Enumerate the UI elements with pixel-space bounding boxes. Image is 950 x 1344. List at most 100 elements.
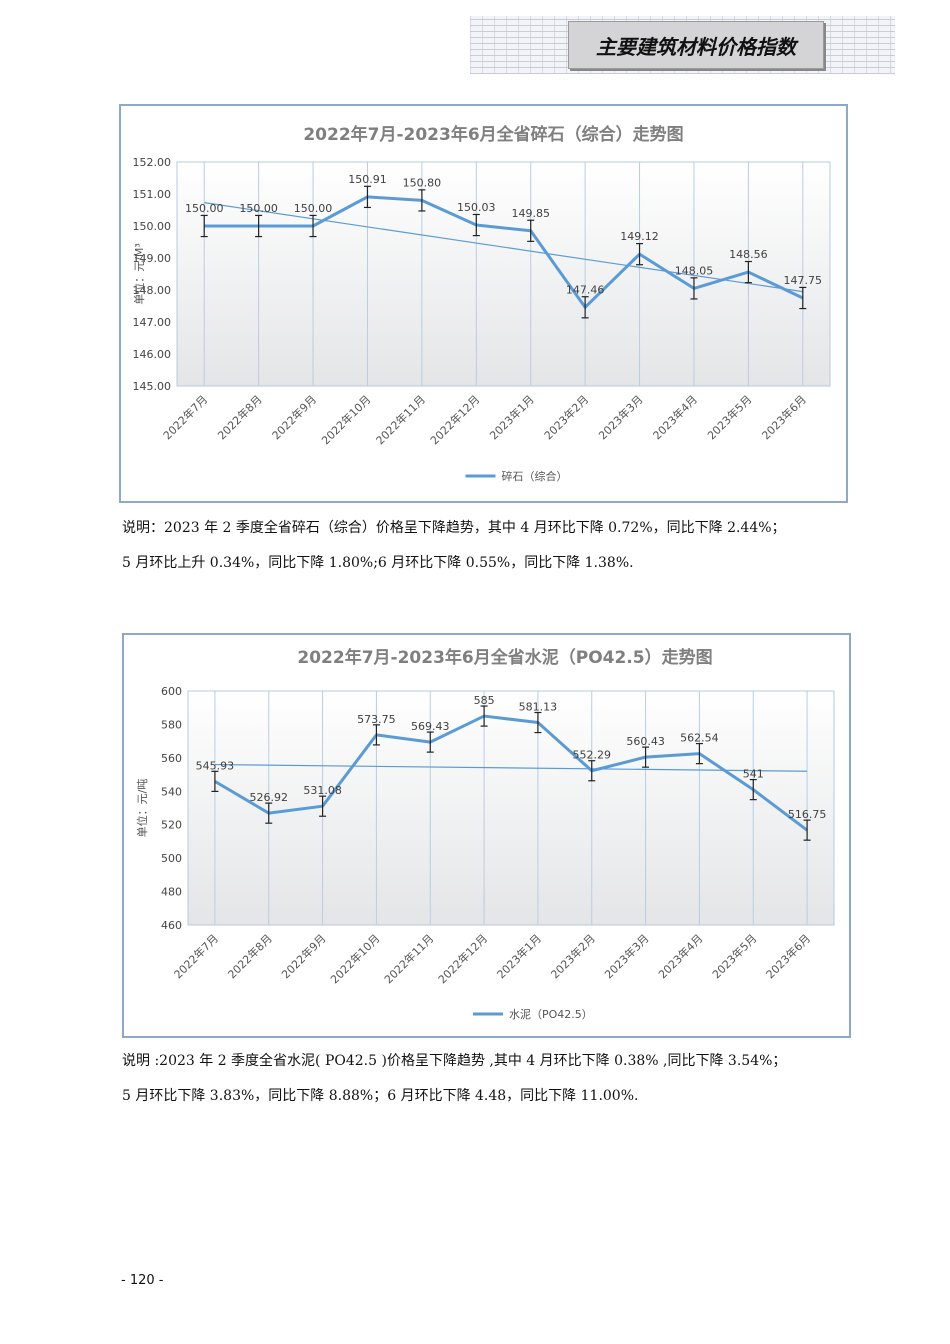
stone-x-tick-label: 2023年4月 [650,392,700,442]
cement-x-tick-label: 2022年8月 [225,931,275,981]
cement-data-label: 569.43 [411,720,450,733]
stone-x-tick-label: 2023年5月 [704,392,754,442]
cement-y-axis-label: 单位：元/吨 [135,779,149,838]
cement-error-bar [372,724,380,746]
stone-y-tick-label: 151.00 [133,188,172,201]
stone-series-line [204,195,804,309]
cement-x-tick-label: 2022年7月 [171,931,221,981]
cement-x-tick-label: 2022年12月 [435,931,490,986]
page-number: - 120 - [121,1273,164,1288]
stone-data-label: 150.80 [403,176,442,189]
cement-y-tick-label: 580 [161,718,182,731]
cement-legend-label: 水泥（PO42.5） [509,1008,593,1021]
stone-chart-title: 2022年7月-2023年6月全省碎石（综合）走势图 [303,124,683,145]
stone-error-bar [636,243,644,266]
cement-plot-area [187,690,835,926]
stone-error-bar [255,214,263,238]
cement-x-tick-label: 2023年4月 [655,931,705,981]
cement-error-bar [534,711,542,734]
cement-x-tick-label: 2023年2月 [548,931,598,981]
stone-x-tick-label: 2023年2月 [541,392,591,442]
stone-data-label: 150.03 [457,201,496,214]
cement-data-label: 516.75 [788,808,827,821]
cement-error-bar [426,731,434,753]
cement-y-tick-label: 520 [161,819,182,832]
stone-x-tick-label: 2022年11月 [373,392,428,447]
stone-error-bar [581,296,589,319]
cement-y-tick-label: 600 [161,685,182,698]
stone-error-bar [363,185,371,209]
cement-chart-title: 2022年7月-2023年6月全省水泥（PO42.5）走势图 [297,647,712,668]
note-cement-line2: 5 月环比下降 3.83%，同比下降 8.88%；6 月环比下降 4.48，同比… [122,1088,639,1104]
stone-y-tick-label: 149.00 [133,252,172,265]
stone-legend-label: 碎石（综合） [502,469,568,483]
cement-x-tick-label: 2023年3月 [602,931,652,981]
stone-y-tick-label: 152.00 [133,156,172,169]
stone-data-label: 149.85 [511,207,550,220]
cement-y-tick-label: 500 [161,852,182,865]
note-cement: 说明 :2023 年 2 季度全省水泥( PO42.5 )价格呈下降趋势 ,其中… [122,1044,862,1114]
stone-error-bar [744,260,752,284]
note-crushed-stone-line2: 5 月环比上升 0.34%，同比下降 1.80%;6 月环比下降 0.55%，同… [122,555,634,571]
cement-data-label: 545.93 [196,759,235,772]
stone-error-bar [472,213,480,237]
cement-y-tick-label: 540 [161,785,182,798]
cement-error-bar [588,760,596,782]
stone-data-label: 149.12 [620,230,659,243]
cement-error-bar [803,819,811,841]
stone-y-tick-label: 147.00 [133,316,172,329]
stone-error-bar [527,219,535,242]
stone-error-bar [309,214,317,238]
stone-trendline [204,202,803,293]
cement-error-bar [749,778,757,801]
stone-x-tick-label: 2022年7月 [160,392,210,442]
stone-data-label: 150.91 [348,173,387,186]
stone-y-tick-label: 150.00 [133,220,172,233]
stone-y-tick-label: 146.00 [133,348,172,361]
stone-data-label: 150.00 [239,202,278,215]
cement-x-tick-label: 2023年1月 [494,931,544,981]
cement-error-bar [265,802,273,824]
cement-series-line [214,714,808,832]
cement-error-bar [695,742,703,765]
stone-data-label: 147.75 [784,274,823,287]
stone-x-tick-label: 2022年9月 [269,392,319,442]
cement-error-bar [319,795,327,817]
cement-y-tick-label: 560 [161,752,182,765]
cement-trendline [214,763,808,772]
cement-data-label: 541 [743,768,764,781]
section-title: 主要建筑材料价格指数 [568,21,824,69]
cement-y-tick-label: 460 [161,919,182,932]
cement-x-tick-label: 2023年6月 [763,931,813,981]
cement-data-label: 581.13 [519,701,558,714]
cement-error-bar [211,770,219,793]
note-crushed-stone: 说明：2023 年 2 季度全省碎石（综合）价格呈下降趋势，其中 4 月环比下降… [122,511,862,581]
chart-crushed-stone-svg: 2022年7月-2023年6月全省碎石（综合）走势图 145.00 146.00 14… [132,124,831,483]
cement-data-label: 531.08 [303,784,342,797]
cement-data-label: 552.29 [573,749,612,762]
stone-x-tick-label: 2022年10月 [318,392,373,447]
stone-plot-area [176,161,831,387]
stone-error-bar [418,189,426,212]
stone-data-label: 147.46 [566,283,605,296]
stone-x-tick-label: 2022年12月 [427,392,482,447]
stone-data-label: 148.05 [675,264,714,277]
chart-cement-svg: 2022年7月-2023年6月全省水泥（PO42.5）走势图 460 480 500 5… [135,647,835,1021]
cement-data-label: 562.54 [680,732,719,745]
cement-x-tick-label: 2022年11月 [381,931,436,986]
note-crushed-stone-line1: 说明：2023 年 2 季度全省碎石（综合）价格呈下降趋势，其中 4 月环比下降… [122,520,786,536]
chart-cement: 2022年7月-2023年6月全省水泥（PO42.5）走势图 460 480 500 5… [122,633,851,1038]
stone-data-label: 150.00 [294,202,333,215]
stone-data-label: 150.00 [185,202,224,215]
chart-crushed-stone: 2022年7月-2023年6月全省碎石（综合）走势图 145.00 146.00 14… [119,104,848,503]
cement-data-label: 585 [474,694,495,707]
stone-error-bar [200,214,208,238]
cement-y-tick-label: 480 [161,886,182,899]
cement-data-label: 573.75 [357,713,396,726]
note-cement-line1: 说明 :2023 年 2 季度全省水泥( PO42.5 )价格呈下降趋势 ,其中… [122,1053,787,1069]
stone-x-tick-label: 2023年1月 [487,392,537,442]
cement-data-label: 526.92 [250,791,289,804]
stone-data-label: 148.56 [729,248,768,261]
cement-x-tick-label: 2022年10月 [327,931,382,986]
stone-x-tick-label: 2023年6月 [759,392,809,442]
